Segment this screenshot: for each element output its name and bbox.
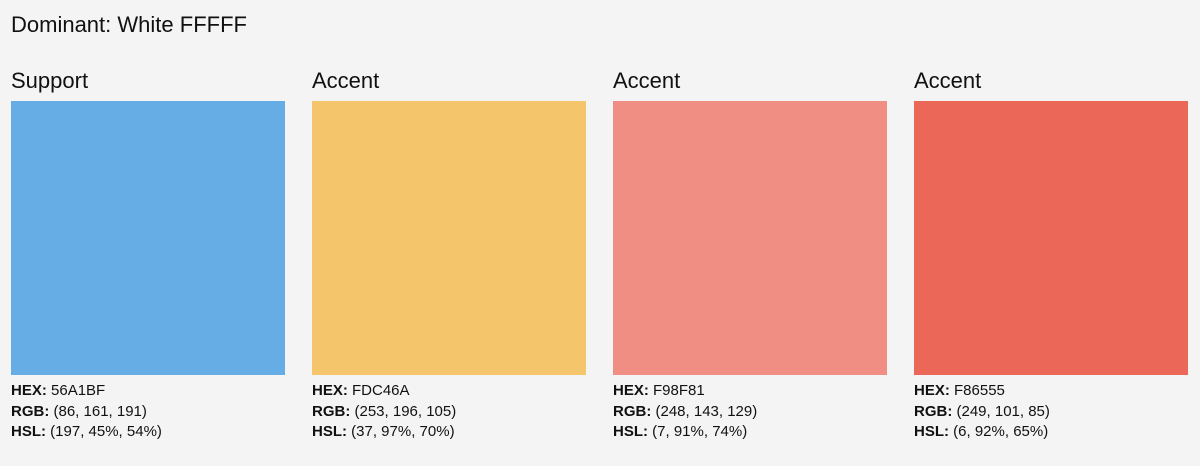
hex-label: HEX: bbox=[312, 382, 348, 399]
color-swatch bbox=[914, 101, 1188, 375]
hsl-label: HSL: bbox=[11, 423, 46, 440]
hex-value: 56A1BF bbox=[51, 382, 106, 399]
dominant-label: Dominant: bbox=[11, 12, 112, 37]
rgb-value: (248, 143, 129) bbox=[655, 402, 758, 420]
hex-label: HEX: bbox=[914, 382, 950, 399]
rgb-value: (86, 161, 191) bbox=[53, 402, 147, 420]
color-palette: Support HEX: 56A1BF RGB: (86, 161, 191) … bbox=[11, 66, 1188, 443]
hsl-label: HSL: bbox=[914, 423, 949, 440]
hsl-line: HSL: (197, 45%, 54%) bbox=[11, 422, 285, 443]
rgb-value: (249, 101, 85) bbox=[956, 402, 1050, 420]
color-swatch bbox=[312, 101, 586, 375]
hsl-line: HSL: (7, 91%, 74%) bbox=[613, 422, 887, 443]
hsl-value: (7, 91%, 74%) bbox=[652, 423, 748, 440]
hex-line: HEX: 56A1BF bbox=[11, 381, 285, 402]
color-role: Accent bbox=[914, 68, 982, 93]
hex-line: HEX: F98F81 bbox=[613, 381, 887, 402]
rgb-line: RGB: (86, 161, 191) bbox=[11, 402, 285, 423]
rgb-line: RGB: (253, 196, 105) bbox=[312, 402, 586, 423]
hex-label: HEX: bbox=[11, 382, 47, 399]
color-card-support: Support HEX: 56A1BF RGB: (86, 161, 191) … bbox=[11, 66, 285, 443]
hex-line: HEX: FDC46A bbox=[312, 381, 586, 402]
rgb-line: RGB: (249, 101, 85) bbox=[914, 402, 1188, 423]
dominant-color-line: Dominant: White FFFFF bbox=[11, 10, 247, 40]
color-card-accent-2: Accent HEX: F98F81 RGB: (248, 143, 129) … bbox=[613, 66, 887, 443]
rgb-label: RGB: bbox=[11, 402, 50, 420]
color-role: Accent bbox=[312, 68, 380, 93]
color-values: HEX: F86555 RGB: (249, 101, 85) HSL: (6,… bbox=[914, 381, 1188, 443]
color-role: Support bbox=[11, 68, 89, 93]
color-role: Accent bbox=[613, 68, 681, 93]
hsl-label: HSL: bbox=[613, 423, 648, 440]
hsl-value: (197, 45%, 54%) bbox=[50, 423, 162, 440]
color-values: HEX: F98F81 RGB: (248, 143, 129) HSL: (7… bbox=[613, 381, 887, 443]
rgb-label: RGB: bbox=[914, 402, 953, 420]
color-card-accent-1: Accent HEX: FDC46A RGB: (253, 196, 105) … bbox=[312, 66, 586, 443]
color-values: HEX: FDC46A RGB: (253, 196, 105) HSL: (3… bbox=[312, 381, 586, 443]
color-values: HEX: 56A1BF RGB: (86, 161, 191) HSL: (19… bbox=[11, 381, 285, 443]
hsl-line: HSL: (6, 92%, 65%) bbox=[914, 422, 1188, 443]
hsl-label: HSL: bbox=[312, 423, 347, 440]
color-swatch bbox=[11, 101, 285, 375]
hex-value: F86555 bbox=[954, 382, 1005, 399]
color-swatch bbox=[613, 101, 887, 375]
rgb-label: RGB: bbox=[613, 402, 652, 420]
hsl-value: (6, 92%, 65%) bbox=[953, 423, 1049, 440]
rgb-value: (253, 196, 105) bbox=[354, 402, 457, 420]
hex-line: HEX: F86555 bbox=[914, 381, 1188, 402]
rgb-label: RGB: bbox=[312, 402, 351, 420]
color-card-accent-3: Accent HEX: F86555 RGB: (249, 101, 85) H… bbox=[914, 66, 1188, 443]
dominant-value: White FFFFF bbox=[117, 12, 247, 37]
hsl-line: HSL: (37, 97%, 70%) bbox=[312, 422, 586, 443]
hex-label: HEX: bbox=[613, 382, 649, 399]
hex-value: F98F81 bbox=[653, 382, 705, 399]
rgb-line: RGB: (248, 143, 129) bbox=[613, 402, 887, 423]
hex-value: FDC46A bbox=[352, 382, 410, 399]
hsl-value: (37, 97%, 70%) bbox=[351, 423, 455, 440]
